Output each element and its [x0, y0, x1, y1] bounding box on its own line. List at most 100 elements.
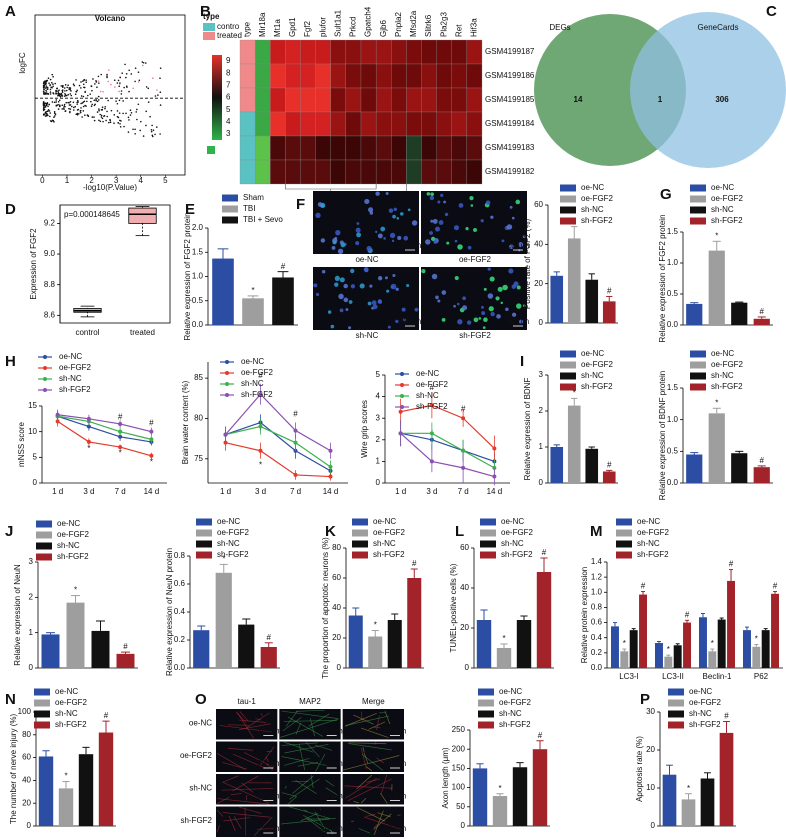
- neurite: [222, 781, 270, 804]
- legend-label: sh-FGF2: [217, 550, 249, 559]
- y-tick-label: 2: [376, 435, 381, 444]
- cell-dot: [388, 208, 394, 213]
- y-axis-label: mNSS score: [17, 422, 26, 467]
- heatmap-cell: [360, 135, 377, 161]
- legend-swatch: [222, 194, 238, 202]
- volcano-dot: [142, 61, 145, 64]
- volcano-dot: [48, 82, 50, 85]
- y-tick-label: 2.0: [192, 223, 204, 232]
- legend-dot: [400, 372, 404, 376]
- neurite: [307, 818, 326, 833]
- cell-dot: [505, 307, 509, 312]
- neurite: [353, 714, 374, 725]
- legend-swatch: [478, 710, 494, 718]
- neurite: [239, 719, 267, 723]
- legend-swatch: [616, 529, 632, 537]
- volcano-dot: [47, 77, 50, 80]
- volcano-dot: [106, 73, 108, 76]
- legend-label: sh-FGF2: [581, 216, 613, 225]
- colorbar: [212, 55, 222, 140]
- volcano-dot: [109, 119, 111, 122]
- point: [258, 424, 263, 429]
- annotation: #: [430, 383, 435, 392]
- legend-swatch: [34, 688, 50, 696]
- volcano-dot: [64, 110, 67, 112]
- bar: [673, 645, 682, 668]
- legend-swatch: [668, 721, 684, 729]
- y-axis-label: Relative expression of BDNF: [523, 378, 532, 481]
- volcano-dot: [78, 112, 80, 115]
- heatmap-cell: [239, 135, 256, 161]
- volcano-dot: [87, 114, 89, 117]
- volcano-dot: [103, 115, 106, 117]
- neurite: [344, 713, 377, 727]
- cell-dot: [522, 304, 526, 307]
- volcano-dot: [127, 131, 130, 133]
- y-tick-label: 200: [452, 744, 466, 753]
- heatmap-cell: [375, 159, 392, 185]
- legend-label: oe-FGF2: [501, 528, 534, 537]
- neurite: [284, 785, 287, 789]
- bar: [753, 467, 770, 483]
- neurite: [244, 807, 247, 836]
- legend-label: sh-NC: [57, 541, 80, 550]
- row-label: oe-FGF2: [180, 751, 213, 760]
- heatmap-cell: [300, 159, 316, 185]
- volcano-dot: [91, 89, 93, 92]
- legend-swatch: [203, 23, 215, 31]
- volcano-dot: [87, 94, 89, 97]
- volcano-dot: [64, 90, 66, 92]
- volcano-dot: [125, 72, 128, 75]
- y-axis-label: Relative expression of FGF2 protein: [658, 214, 667, 342]
- volcano-dot: [99, 90, 102, 93]
- volcano-dot: [128, 119, 130, 121]
- cell-dot: [501, 239, 505, 243]
- venn-count: 306: [715, 95, 729, 104]
- volcano-dot: [82, 80, 84, 82]
- volcano-dot: [69, 93, 72, 95]
- volcano-dot: [106, 76, 108, 79]
- cell-dot: [487, 267, 491, 271]
- cell-dot: [481, 305, 484, 309]
- heatmap-cell: [436, 111, 452, 137]
- legend-label: oe-FGF2: [581, 194, 614, 203]
- cell-dot: [356, 232, 362, 238]
- neurite: [373, 823, 378, 829]
- cell-dot: [508, 268, 514, 274]
- legend-label: sh-NC: [59, 374, 82, 383]
- cell-dot: [482, 326, 486, 329]
- panel-letter: J: [5, 523, 13, 540]
- volcano-dot: [152, 77, 154, 79]
- heatmap-cell: [406, 39, 422, 65]
- volcano-dot: [99, 113, 102, 116]
- heatmap-cell: [345, 111, 362, 137]
- cell-dot: [315, 212, 321, 218]
- legend-label: sh-FGF2: [57, 552, 89, 561]
- y-tick-label: 60: [22, 753, 31, 762]
- bar: [708, 413, 725, 483]
- y-tick-label: 1: [29, 628, 34, 637]
- cell-dot: [462, 305, 468, 311]
- volcano-dot: [55, 92, 57, 95]
- volcano-dot: [85, 81, 88, 84]
- bar: [38, 756, 54, 826]
- volcano-dot: [46, 113, 49, 115]
- heatmap-cell: [451, 63, 468, 89]
- y-tick-label: 10: [28, 427, 37, 436]
- cell-dot: [454, 239, 458, 243]
- point: [461, 448, 466, 453]
- volcano-dot: [83, 86, 86, 89]
- volcano-dot: [67, 84, 69, 87]
- cell-dot: [432, 218, 438, 224]
- y-axis-label: Relative protein expression: [580, 567, 589, 664]
- column-label: Prkcd: [349, 17, 358, 37]
- series-line: [225, 421, 331, 472]
- volcano-dot: [43, 106, 46, 108]
- bar: [686, 454, 703, 483]
- neurite: [232, 753, 266, 769]
- column-label: type: [243, 21, 252, 37]
- volcano-dot: [53, 121, 55, 123]
- volcano-dot: [127, 116, 130, 119]
- legend-label: oe-FGF2: [499, 698, 532, 707]
- legend-swatch: [616, 551, 632, 559]
